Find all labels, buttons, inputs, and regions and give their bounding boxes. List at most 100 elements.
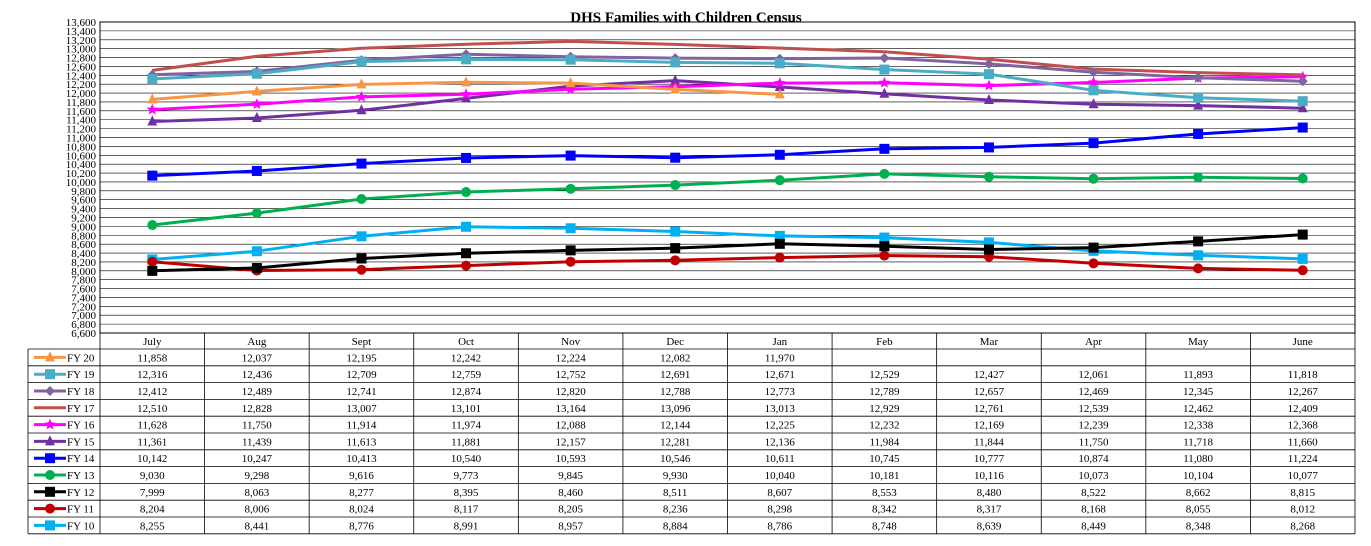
y-tick-label: 9,000 — [71, 221, 96, 233]
data-label: 12,239 — [1078, 420, 1109, 432]
x-tick-label: May — [1188, 336, 1209, 348]
data-label: 9,930 — [663, 470, 688, 482]
data-point — [1088, 67, 1099, 78]
data-label: 11,970 — [765, 352, 795, 364]
y-tick-label: 10,400 — [66, 159, 97, 171]
data-label: 9,773 — [454, 470, 479, 482]
data-point — [983, 171, 994, 182]
data-point — [774, 252, 785, 263]
data-label: 12,759 — [451, 369, 482, 381]
data-point — [356, 253, 367, 264]
y-tick-label: 11,600 — [66, 106, 96, 118]
data-point — [879, 250, 890, 261]
chart-title: DHS Families with Children Census — [570, 10, 802, 26]
x-tick-label: Apr — [1085, 336, 1102, 348]
y-tick-label: 7,400 — [71, 292, 96, 304]
data-label: 12,225 — [765, 420, 796, 432]
data-label: 11,974 — [451, 420, 481, 432]
x-tick-label: Feb — [876, 336, 893, 348]
data-label: 8,348 — [1186, 520, 1211, 532]
data-label: 8,957 — [558, 520, 583, 532]
data-label: 9,845 — [558, 470, 583, 482]
data-label: 8,884 — [663, 520, 688, 532]
data-point — [1088, 98, 1099, 109]
y-tick-label: 8,600 — [71, 239, 96, 251]
series-line — [152, 75, 1303, 112]
data-point — [1088, 138, 1099, 149]
data-label: 8,815 — [1290, 487, 1315, 499]
y-tick-label: 6,600 — [71, 328, 96, 340]
x-tick-label: June — [1293, 336, 1313, 348]
data-point — [878, 76, 891, 88]
data-label: 9,030 — [140, 470, 165, 482]
data-point — [983, 244, 994, 255]
legend-label: FY 19 — [67, 369, 95, 381]
y-tick-label: 11,800 — [66, 97, 96, 109]
data-point — [670, 57, 681, 68]
data-label: 11,818 — [1288, 369, 1318, 381]
data-point — [983, 237, 994, 248]
data-point — [147, 93, 158, 104]
data-label: 10,745 — [869, 453, 900, 465]
data-point — [670, 243, 681, 254]
data-point — [1193, 263, 1204, 274]
data-point — [45, 486, 55, 497]
legend-label: FY 17 — [67, 403, 95, 415]
data-label: 11,750 — [1079, 436, 1109, 448]
data-label: 10,611 — [765, 453, 795, 465]
y-tick-label: 12,600 — [66, 61, 97, 73]
data-point — [1297, 96, 1308, 107]
legend-label: FY 10 — [67, 520, 95, 532]
x-tick-label: Mar — [980, 336, 999, 348]
data-point — [1088, 85, 1099, 96]
data-label: 12,709 — [346, 369, 377, 381]
series-line — [152, 225, 1303, 261]
data-point — [1297, 173, 1308, 184]
data-point — [774, 175, 785, 186]
y-tick-label: 13,000 — [66, 44, 97, 56]
data-label: 8,024 — [349, 504, 374, 516]
data-point — [45, 520, 55, 531]
table-row: FY 15 11,361 11,439 11,613 11,881 12,157 12,28… — [34, 435, 1318, 448]
series — [147, 221, 1308, 265]
data-point — [774, 149, 785, 160]
y-tick-label: 11,000 — [66, 133, 96, 145]
data-label: 12,436 — [242, 369, 273, 381]
data-point — [461, 54, 472, 65]
data-point — [774, 81, 785, 92]
data-label: 12,267 — [1288, 386, 1319, 398]
data-label: 10,073 — [1078, 470, 1109, 482]
series — [147, 76, 785, 104]
y-tick-label: 13,200 — [66, 35, 97, 47]
y-tick-label: 8,800 — [71, 230, 96, 242]
data-point — [45, 503, 55, 514]
data-point — [879, 87, 890, 98]
data-label: 12,691 — [660, 369, 690, 381]
table-row: FY 12 7,999 8,063 8,277 8,395 8,460 8,511 8,607… — [34, 486, 1316, 499]
table-row: FY 18 12,412 12,489 12,741 12,874 12,820 12,78… — [34, 386, 1318, 398]
data-label: 8,522 — [1081, 487, 1106, 499]
data-label: 12,741 — [346, 386, 376, 398]
data-point — [45, 351, 55, 362]
data-label: 8,317 — [977, 504, 1002, 516]
data-label: 12,510 — [137, 403, 168, 415]
data-point — [45, 435, 55, 446]
series-group — [146, 39, 1309, 276]
y-axis: 6,6006,8007,0007,2007,4007,6007,8008,000… — [66, 17, 97, 340]
table-row: FY 19 12,316 12,436 12,709 12,759 12,752 12,69… — [34, 369, 1318, 381]
data-point — [460, 88, 472, 100]
y-tick-label: 12,400 — [66, 70, 97, 82]
data-point — [774, 238, 785, 249]
data-point — [461, 187, 472, 198]
y-tick-label: 13,400 — [66, 26, 97, 38]
legend-label: FY 14 — [67, 453, 95, 465]
data-label: 12,242 — [451, 352, 481, 364]
data-label: 12,671 — [765, 369, 795, 381]
table-row: FY 10 8,255 8,441 8,776 8,991 8,957 8,884 8,786… — [34, 520, 1316, 532]
data-point — [983, 142, 994, 153]
series-line — [152, 233, 1303, 273]
legend-label: FY 11 — [67, 504, 94, 516]
data-point — [564, 83, 577, 95]
data-label: 12,529 — [869, 369, 900, 381]
